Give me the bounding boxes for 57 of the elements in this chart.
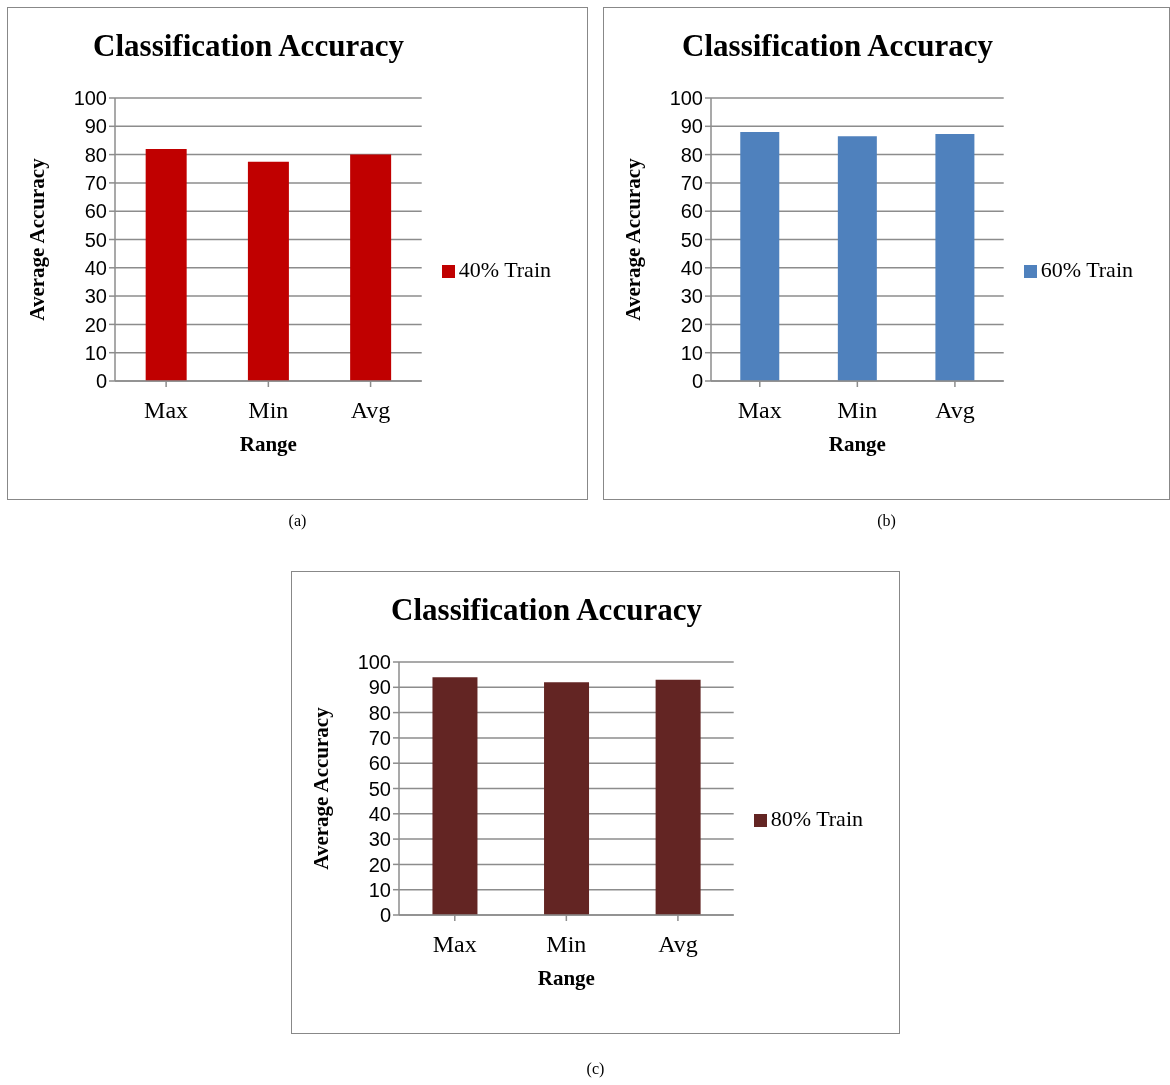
y-tick-label: 70 (368, 727, 391, 749)
legend-label: 80% Train (770, 805, 863, 831)
y-tick-label: 100 (73, 87, 107, 110)
y-tick-label: 90 (84, 115, 107, 138)
y-tick-label: 80 (368, 701, 391, 724)
legend-label: 40% Train (458, 256, 551, 282)
y-tick-label: 100 (357, 651, 391, 674)
y-tick-label: 50 (680, 228, 703, 251)
y-tick-label: 20 (368, 853, 391, 876)
y-tick-label: 10 (84, 341, 107, 364)
y-axis-title: Average Accuracy (25, 157, 50, 321)
y-tick-label: 70 (84, 172, 107, 194)
y-tick-label: 40 (680, 256, 703, 279)
y-tick-label: 20 (84, 313, 107, 336)
y-tick-label: 40 (84, 256, 107, 279)
y-tick-label: 50 (368, 777, 391, 800)
x-tick-label: Min (837, 397, 878, 424)
x-axis-title: Range (239, 432, 297, 456)
y-tick-label: 60 (680, 200, 703, 223)
y-tick-label: 30 (84, 285, 107, 308)
text: (c) (585, 1060, 606, 1078)
y-tick-label: 40 (368, 802, 391, 825)
chart-title: Classification Accuracy (92, 28, 405, 64)
y-tick-label: 60 (84, 200, 107, 223)
chart-title: Classification Accuracy (390, 592, 703, 628)
y-tick-label: 80 (680, 143, 703, 166)
y-tick-label: 100 (669, 87, 703, 110)
legend-label: 60% Train (1040, 256, 1133, 282)
x-tick-label: Min (546, 931, 587, 958)
x-axis-title: Range (537, 966, 595, 990)
x-tick-label: Avg (350, 397, 391, 424)
x-tick-label: Avg (935, 397, 975, 424)
y-tick-label: 80 (84, 143, 107, 166)
x-tick-label: Max (432, 931, 477, 958)
y-tick-label: 90 (368, 676, 391, 699)
y-tick-label: 50 (84, 228, 107, 251)
y-tick-label: 0 (95, 370, 107, 393)
x-tick-label: Avg (658, 931, 698, 958)
y-tick-label: 30 (680, 285, 703, 308)
y-tick-label: 0 (379, 904, 391, 927)
y-tick-label: 0 (691, 370, 703, 393)
y-tick-label: 20 (680, 313, 703, 336)
y-tick-label: 60 (368, 752, 391, 775)
x-tick-label: Max (144, 397, 189, 424)
chart-title: Classification Accuracy (681, 28, 994, 64)
y-axis-title: Average Accuracy (309, 706, 334, 870)
text: (b) (876, 512, 897, 530)
text: (a) (287, 512, 308, 530)
y-tick-label: 10 (368, 878, 391, 901)
y-tick-label: 30 (368, 828, 391, 851)
y-axis-title: Average Accuracy (621, 157, 646, 321)
x-axis-title: Range (828, 432, 886, 456)
x-tick-label: Min (248, 397, 289, 424)
y-tick-label: 70 (680, 172, 703, 194)
y-tick-label: 10 (680, 341, 703, 364)
y-tick-label: 90 (680, 115, 703, 138)
x-tick-label: Max (737, 397, 782, 424)
